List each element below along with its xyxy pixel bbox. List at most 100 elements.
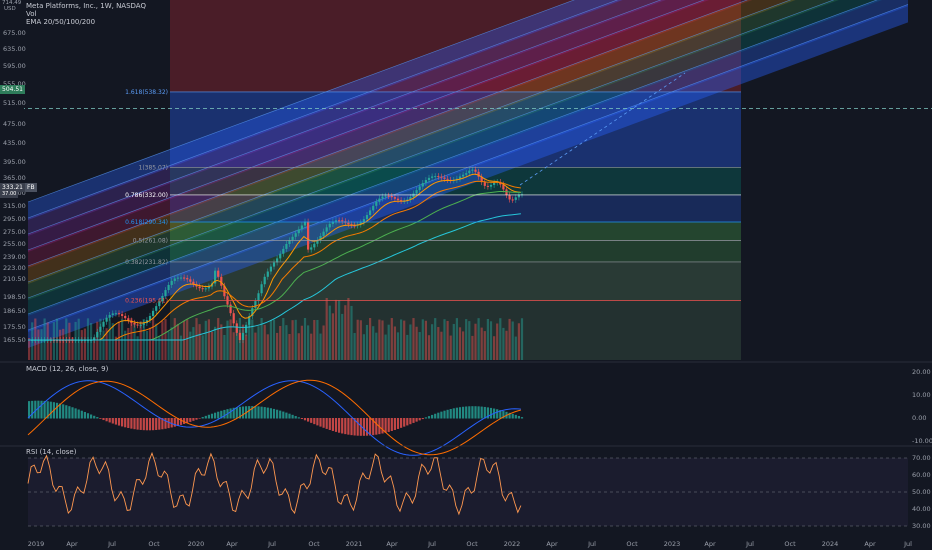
- volume-bar: [499, 318, 502, 360]
- candle: [409, 197, 412, 200]
- candle: [437, 176, 440, 178]
- volume-bar: [319, 333, 322, 360]
- volume-bar: [468, 321, 471, 360]
- time-axis[interactable]: 2019 Apr Jul Oct 2020 Apr Jul Oct 2021 Apr Jul Oct 2…: [0, 536, 932, 550]
- vol-label: Vol: [26, 10, 37, 18]
- price-tick: 165.50: [3, 336, 26, 344]
- channel-band: [28, 0, 908, 332]
- price-tick: 555.00: [3, 80, 26, 88]
- volume-bar: [111, 323, 114, 360]
- macd-hist-bar: [303, 418, 307, 421]
- macd-hist-bar: [455, 407, 458, 419]
- macd-hist-bar: [294, 416, 297, 419]
- candle: [427, 177, 431, 181]
- candle: [303, 221, 307, 226]
- candle: [328, 223, 331, 228]
- macd-hist-bar: [393, 418, 396, 431]
- macd-hist-bar: [173, 418, 176, 427]
- macd-hist-bar: [483, 406, 486, 419]
- volume-bar: [449, 335, 452, 360]
- macd-hist-bar: [325, 418, 328, 429]
- macd-hist-bar: [365, 418, 369, 436]
- candle: [114, 313, 117, 315]
- macd-hist-bar: [207, 414, 210, 419]
- fib-zone: [170, 240, 741, 262]
- volume-bar: [310, 333, 313, 360]
- candle: [502, 184, 505, 190]
- volume-bar: [300, 325, 303, 360]
- candle: [173, 278, 176, 281]
- volume-bar: [378, 319, 381, 360]
- candle: [279, 253, 282, 259]
- channel-line: [27, 0, 705, 251]
- macd-hist-bar: [31, 400, 34, 419]
- macd-hist-bar: [65, 405, 68, 419]
- candle: [316, 240, 319, 244]
- macd-hist-bar: [127, 418, 130, 429]
- candle: [458, 176, 462, 179]
- fib-label: 0.236(195.61): [125, 297, 168, 304]
- macd-tick: 10.00: [912, 391, 931, 399]
- volume-bar: [155, 323, 158, 360]
- fib-levels: 1.618(538.32) 1(385.07) 0.786(332.00) 0.618…: [0, 72, 932, 304]
- macd-hist-bar: [452, 408, 455, 419]
- time-tick: Apr: [66, 540, 78, 548]
- macd-hist-bar: [291, 414, 294, 419]
- candle: [152, 310, 155, 316]
- macd-hist-bar: [406, 418, 409, 426]
- price-tick: 239.00: [3, 253, 26, 261]
- macd-hist-bar: [458, 407, 462, 419]
- volume-bar: [331, 313, 334, 360]
- candle: [254, 301, 257, 309]
- candle: [204, 288, 207, 290]
- volume-bar: [375, 332, 378, 360]
- candle: [325, 227, 328, 232]
- price-tick: 255.00: [3, 240, 26, 248]
- candle: [186, 278, 189, 280]
- volume-bar: [183, 320, 186, 360]
- candle: [117, 313, 121, 315]
- time-tick: Oct: [308, 540, 320, 548]
- volume-bar: [186, 319, 189, 360]
- candle: [139, 324, 142, 326]
- ema-line: [28, 213, 521, 341]
- candle: [167, 284, 170, 291]
- channel-line: [27, 0, 748, 267]
- macd-hist-bar: [502, 410, 505, 419]
- volume-bar: [465, 319, 468, 360]
- macd-hist-bar: [486, 407, 489, 419]
- signal-line: [27, 379, 522, 456]
- candle: [474, 169, 477, 172]
- macd-hist-bar: [372, 418, 375, 436]
- candle: [310, 247, 313, 250]
- macd-hist-bar: [427, 416, 431, 419]
- candle: [369, 210, 372, 216]
- candle: [124, 315, 127, 319]
- candle: [338, 220, 341, 222]
- top-tick: 714.49: [2, 0, 22, 6]
- volume-bar: [108, 318, 111, 360]
- candle: [235, 323, 238, 333]
- candle: [245, 324, 248, 333]
- macd-hist-bar: [214, 412, 217, 419]
- macd-hist-bar: [161, 418, 164, 430]
- macd-hist-bar: [74, 408, 77, 419]
- macd-hist-bar: [341, 418, 344, 434]
- candle: [378, 198, 381, 202]
- chart-legend: Meta Platforms, Inc., 1W, NASDAQ Vol EMA…: [26, 2, 146, 26]
- price-axis[interactable]: 675.00 635.00 595.00 555.00 515.00 475.00 435.…: [0, 0, 26, 362]
- macd-hist-bar: [480, 406, 483, 419]
- macd-hist-bar: [344, 418, 347, 435]
- macd-hist-bar: [288, 413, 291, 419]
- time-tick: Oct: [784, 540, 796, 548]
- candle: [387, 195, 390, 197]
- volume-bar: [316, 319, 319, 360]
- fib-zone: [170, 222, 741, 241]
- macd-hist-bar: [424, 417, 427, 419]
- macd-hist-bar: [331, 418, 334, 431]
- macd-hist-bar: [176, 418, 179, 426]
- macd-hist-bar: [155, 418, 158, 430]
- volume-bar: [387, 324, 390, 360]
- candle: [493, 182, 496, 185]
